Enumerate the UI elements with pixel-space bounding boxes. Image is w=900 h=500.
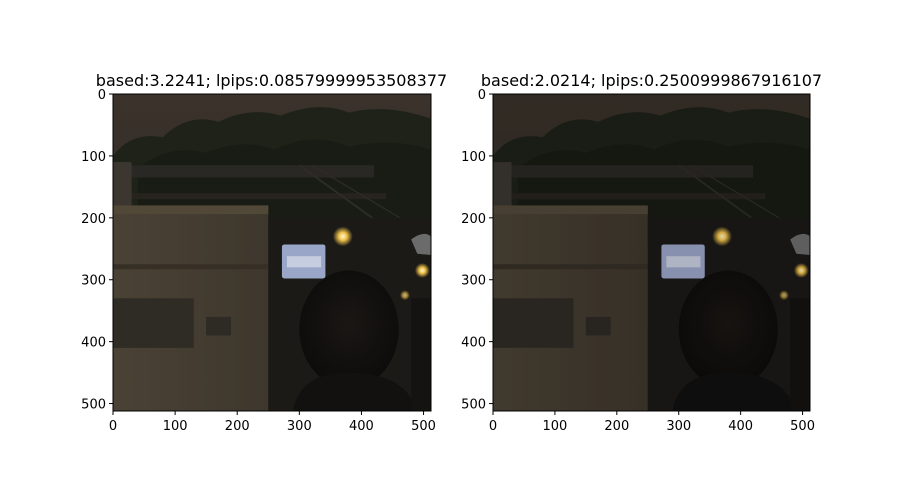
panel-1-ytick-label: 500 bbox=[81, 398, 106, 413]
panel-2-ytick-label: 300 bbox=[461, 274, 486, 289]
panel-2-xtick-label: 100 bbox=[543, 419, 568, 434]
panel-1-ytick-label: 200 bbox=[81, 212, 106, 227]
panel-2-title: based:2.0214; lpips:0.2500999867916107 bbox=[481, 71, 822, 90]
panel-2-xtick-label: 300 bbox=[666, 419, 691, 434]
panel-1-ytick-label: 400 bbox=[81, 336, 106, 351]
panel-1-xtick-label: 300 bbox=[287, 419, 312, 434]
panel-1-ytick-label: 300 bbox=[81, 274, 106, 289]
panel-2-xtick-label: 200 bbox=[604, 419, 629, 434]
panel-1-xaxis: 0 100 200 300 400 500 bbox=[109, 411, 436, 434]
panel-1-title: based:3.2241; lpips:0.08579999953508377 bbox=[96, 71, 447, 90]
panel-1-image bbox=[113, 94, 431, 411]
panel-1-xtick-label: 100 bbox=[163, 419, 188, 434]
panel-2: based:2.0214; lpips:0.2500999867916107 0… bbox=[461, 71, 822, 434]
panel-1-ytick-label: 0 bbox=[98, 88, 106, 103]
panel-1-xtick-label: 500 bbox=[411, 419, 436, 434]
panel-1-axes-frame bbox=[112, 93, 432, 412]
panel-2-xtick-label: 0 bbox=[489, 419, 497, 434]
panel-2-xtick-label: 400 bbox=[728, 419, 753, 434]
panel-1: based:3.2241; lpips:0.08579999953508377 … bbox=[81, 71, 447, 434]
panel-2-image bbox=[493, 94, 810, 411]
panel-2-ytick-label: 200 bbox=[461, 212, 486, 227]
panel-2-ytick-label: 500 bbox=[461, 398, 486, 413]
panel-2-ytick-label: 400 bbox=[461, 336, 486, 351]
panel-2-axes-frame bbox=[492, 93, 811, 412]
panel-1-xtick-label: 0 bbox=[109, 419, 117, 434]
panel-1-ytick-label: 100 bbox=[81, 150, 106, 165]
panel-2-ytick-label: 0 bbox=[478, 88, 486, 103]
panel-2-yaxis: 0 100 200 300 400 500 bbox=[461, 88, 493, 413]
panel-1-yaxis: 0 100 200 300 400 500 bbox=[81, 88, 113, 413]
panel-2-xaxis: 0 100 200 300 400 500 bbox=[489, 411, 815, 434]
panel-1-xtick-label: 200 bbox=[225, 419, 250, 434]
panel-1-xtick-label: 400 bbox=[349, 419, 374, 434]
panel-2-ytick-label: 100 bbox=[461, 150, 486, 165]
panel-2-xtick-label: 500 bbox=[790, 419, 815, 434]
